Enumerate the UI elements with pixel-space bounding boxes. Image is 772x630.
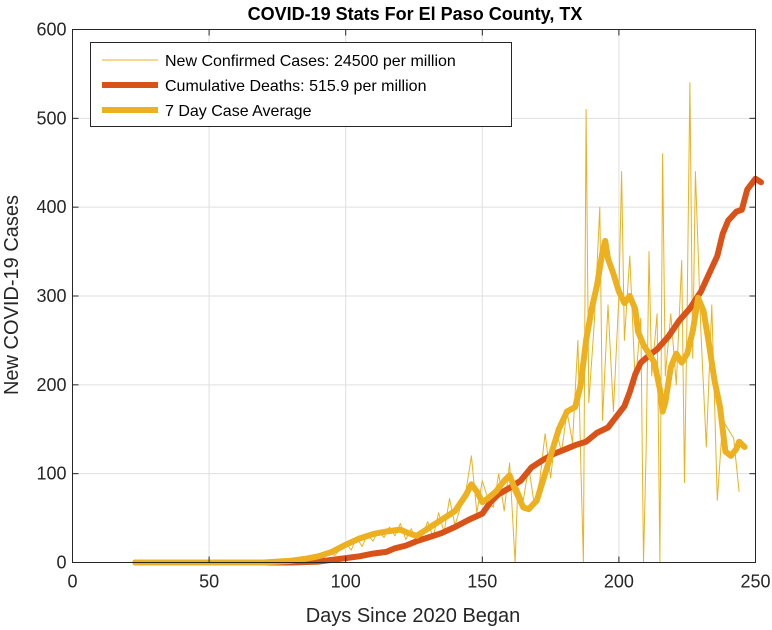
y-tick-label: 300 — [36, 286, 66, 306]
y-tick-label: 500 — [36, 108, 66, 128]
y-tick-label: 400 — [36, 197, 66, 217]
x-tick-label: 250 — [740, 572, 770, 592]
series-cumulative-deaths — [132, 175, 764, 566]
y-tick-label: 100 — [36, 464, 66, 484]
y-tick-label: 200 — [36, 375, 66, 395]
x-tick-label: 100 — [331, 572, 361, 592]
y-tick-label: 0 — [56, 553, 66, 573]
legend-label-cumulative-deaths: Cumulative Deaths: 515.9 per million — [165, 78, 426, 95]
legend-box — [90, 42, 512, 127]
chart-title: COVID-19 Stats For El Paso County, TX — [248, 4, 583, 24]
x-tick-label: 0 — [67, 572, 77, 592]
x-axis-label: Days Since 2020 Began — [306, 605, 521, 627]
legend-label-new-cases: New Confirmed Cases: 24500 per million — [165, 53, 456, 70]
legend-label-seven-day-average: 7 Day Case Average — [165, 103, 312, 120]
series-seven-day-average — [132, 237, 748, 566]
y-tick-label: 600 — [36, 20, 66, 40]
axis-ticks: 0 50 100 150 200 250 0 100 200 300 400 500 600 — [36, 20, 770, 592]
plot-series — [132, 82, 764, 566]
y-axis-label: New COVID-19 Cases — [1, 195, 23, 395]
x-tick-label: 200 — [604, 572, 634, 592]
x-tick-label: 150 — [467, 572, 497, 592]
legend: New Confirmed Cases: 24500 per million C… — [90, 42, 512, 127]
x-tick-label: 50 — [199, 572, 219, 592]
